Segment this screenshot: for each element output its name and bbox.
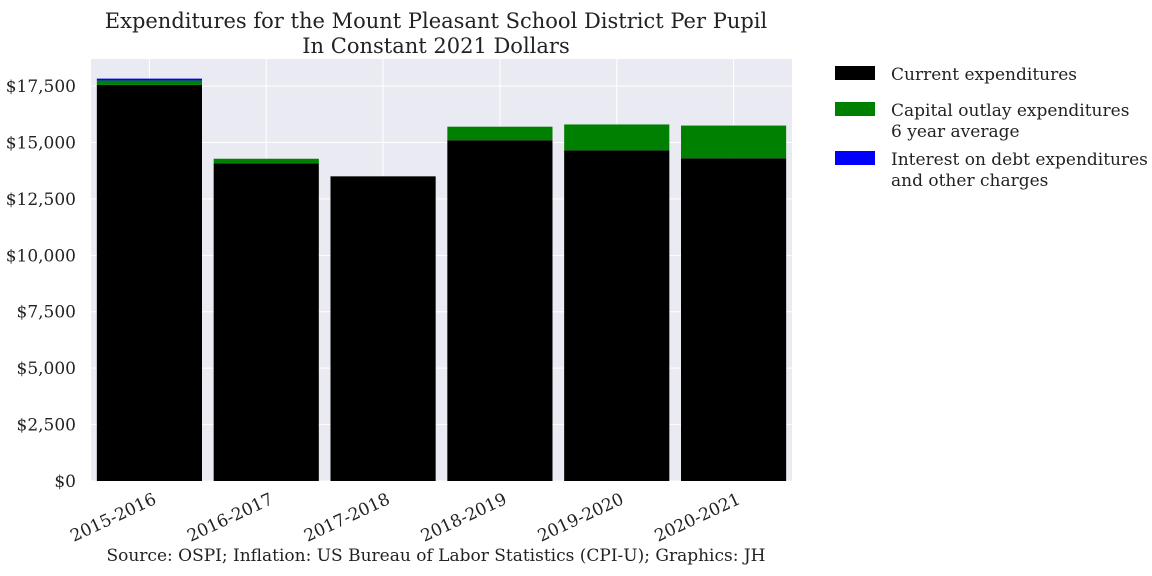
bar-2020-2021-series-1 [681, 125, 787, 159]
y-tick-label: $17,500 [6, 77, 76, 97]
bar-2018-2019-series-1 [447, 126, 553, 141]
x-tick-label: 2020-2021 [652, 489, 744, 546]
bar-2016-2017-series-1 [213, 158, 319, 164]
y-tick-label: $0 [54, 472, 76, 492]
legend-swatch [835, 151, 875, 165]
source-note: Source: OSPI; Inflation: US Bureau of La… [106, 546, 765, 566]
legend-swatch [835, 102, 875, 116]
plot-area [91, 59, 792, 481]
bar-2016-2017-series-0 [213, 163, 319, 481]
legend-label: Capital outlay expenditures [891, 101, 1129, 121]
y-tick-label: $15,000 [6, 133, 76, 153]
legend-label: Interest on debt expenditures [891, 150, 1148, 170]
x-tick-label: 2015-2016 [67, 489, 159, 546]
x-tick-label: 2019-2020 [535, 489, 627, 546]
bar-2018-2019-series-0 [447, 140, 553, 481]
bar-2015-2016-series-2 [96, 78, 202, 81]
y-axis-ticks: $0 $2,500 $5,000 $7,500 $10,000 $12,500 $15,00… [6, 77, 76, 492]
chart-title: Expenditures for the Mount Pleasant Scho… [105, 9, 768, 33]
bar-2015-2016-series-1 [96, 80, 202, 85]
x-axis-ticks: 2015-2016 2016-2017 2017-2018 2018-2019 2019… [67, 489, 743, 546]
bar-2020-2021-series-0 [681, 158, 787, 481]
bar-2019-2020-series-1 [564, 124, 670, 151]
bar-2015-2016-series-0 [96, 84, 202, 481]
legend: Current expenditures Capital outlay expen… [835, 65, 1148, 191]
bars [96, 78, 787, 481]
bar-2019-2020-series-0 [564, 150, 670, 481]
x-tick-label: 2017-2018 [301, 489, 393, 546]
legend-label: and other charges [891, 171, 1048, 191]
y-tick-label: $7,500 [17, 303, 76, 323]
y-tick-label: $12,500 [6, 190, 76, 210]
legend-label: Current expenditures [891, 65, 1077, 85]
y-tick-label: $5,000 [17, 359, 76, 379]
x-tick-label: 2018-2019 [418, 489, 510, 546]
y-tick-label: $2,500 [17, 416, 76, 436]
chart-subtitle: In Constant 2021 Dollars [302, 34, 569, 58]
legend-label: 6 year average [891, 122, 1020, 142]
bar-2017-2018-series-0 [330, 176, 436, 481]
x-tick-label: 2016-2017 [184, 489, 276, 546]
legend-swatch [835, 66, 875, 80]
y-tick-label: $10,000 [6, 246, 76, 266]
